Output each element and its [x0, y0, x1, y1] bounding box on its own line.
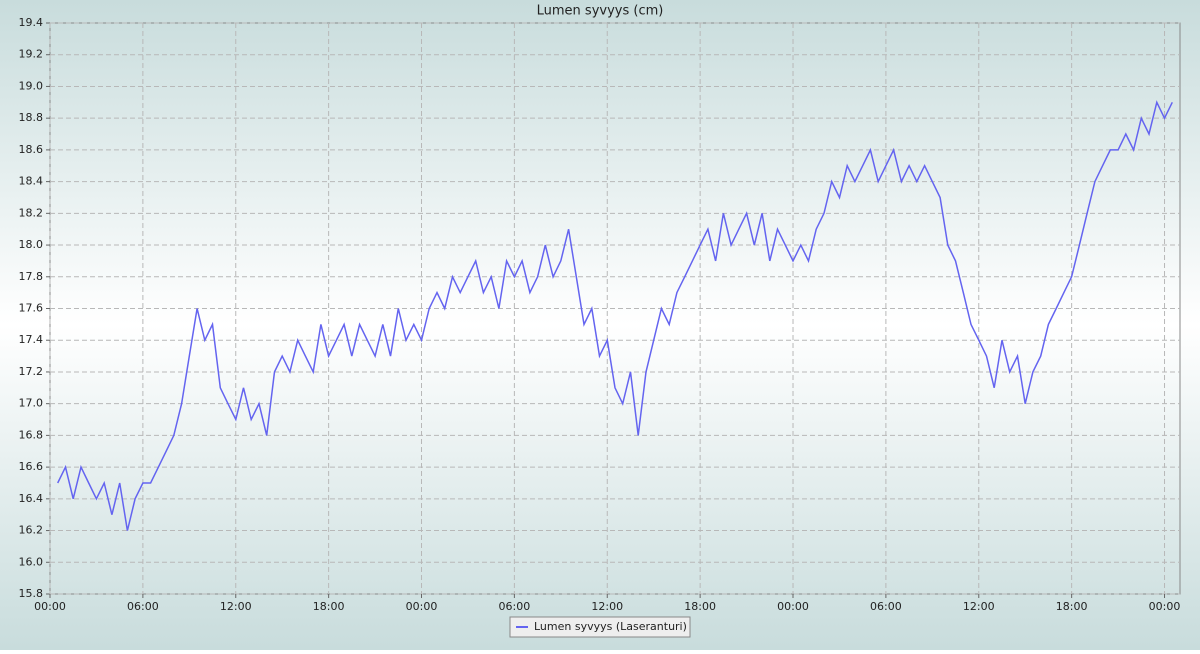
y-tick-label: 18.0 — [19, 238, 44, 251]
x-tick-label: 06:00 — [870, 600, 902, 613]
y-tick-label: 17.2 — [19, 365, 44, 378]
legend: Lumen syvyys (Laseranturi) — [509, 616, 691, 638]
x-tick-label: 06:00 — [127, 600, 159, 613]
legend-box — [509, 616, 691, 638]
chart-title: Lumen syvyys (cm) — [537, 4, 664, 19]
legend-label: Lumen syvyys (Laseranturi) — [534, 620, 687, 633]
x-tick-label: 12:00 — [963, 600, 995, 613]
y-tick-label: 18.2 — [19, 206, 44, 219]
y-tick-label: 17.6 — [19, 302, 44, 315]
data-line — [57, 100, 1173, 531]
y-tick-label: 19.4 — [19, 16, 44, 29]
x-tick-label: 18:00 — [313, 600, 345, 613]
y-tick-label: 17.0 — [19, 397, 44, 410]
x-tick-label: 12:00 — [220, 600, 252, 613]
y-tick-label: 17.8 — [19, 270, 44, 283]
y-tick-label: 16.6 — [19, 460, 44, 473]
y-tick-label: 16.4 — [19, 492, 44, 505]
x-tick-label: 00:00 — [1149, 600, 1181, 613]
x-tick-label: 12:00 — [591, 600, 623, 613]
x-tick-label: 18:00 — [684, 600, 716, 613]
y-tick-label: 17.4 — [19, 333, 44, 346]
x-tick-label: 00:00 — [34, 600, 66, 613]
y-tick-label: 18.6 — [19, 143, 44, 156]
y-tick-label: 19.0 — [19, 79, 44, 92]
x-tick-label: 00:00 — [777, 600, 809, 613]
y-tick-label: 16.0 — [19, 555, 44, 568]
x-tick-label: 18:00 — [1056, 600, 1088, 613]
y-tick-label: 19.2 — [19, 48, 44, 61]
y-tick-label: 18.8 — [19, 111, 44, 124]
x-tick-label: 06:00 — [499, 600, 531, 613]
y-tick-label: 18.4 — [19, 175, 44, 188]
y-tick-label: 16.8 — [19, 428, 44, 441]
x-tick-label: 00:00 — [406, 600, 438, 613]
y-tick-label: 15.8 — [19, 587, 44, 600]
y-tick-label: 16.2 — [19, 524, 44, 537]
